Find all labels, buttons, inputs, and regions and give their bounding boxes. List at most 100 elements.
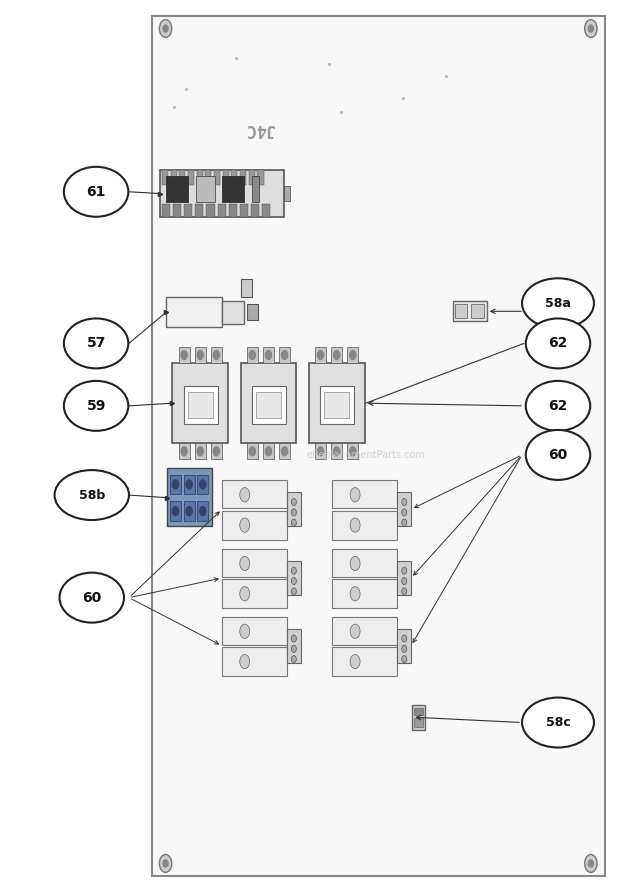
- Bar: [397, 629, 411, 663]
- Bar: [397, 561, 411, 595]
- Circle shape: [281, 447, 288, 456]
- Bar: [184, 475, 195, 494]
- Bar: [222, 480, 287, 508]
- Bar: [453, 301, 487, 321]
- Circle shape: [402, 577, 407, 584]
- Circle shape: [317, 351, 324, 359]
- Text: 62: 62: [548, 399, 568, 413]
- Ellipse shape: [64, 381, 128, 431]
- Bar: [414, 718, 423, 727]
- Ellipse shape: [64, 167, 128, 217]
- Circle shape: [240, 488, 250, 502]
- Bar: [262, 204, 270, 217]
- Circle shape: [240, 557, 250, 571]
- Circle shape: [350, 557, 360, 571]
- Circle shape: [291, 635, 296, 642]
- Bar: [315, 443, 326, 459]
- Bar: [197, 475, 208, 494]
- Circle shape: [197, 351, 203, 359]
- Circle shape: [334, 447, 340, 456]
- Circle shape: [402, 508, 407, 516]
- Bar: [252, 176, 259, 202]
- Bar: [184, 204, 192, 217]
- Bar: [331, 347, 342, 363]
- Bar: [240, 204, 248, 217]
- Bar: [222, 510, 287, 540]
- Text: 62: 62: [548, 336, 568, 351]
- Circle shape: [240, 518, 250, 533]
- Circle shape: [186, 480, 192, 489]
- Circle shape: [402, 588, 407, 595]
- Circle shape: [291, 577, 296, 584]
- Circle shape: [350, 655, 360, 669]
- Circle shape: [402, 499, 407, 506]
- Bar: [241, 279, 252, 297]
- Bar: [414, 708, 423, 715]
- Circle shape: [249, 351, 255, 359]
- Circle shape: [291, 645, 296, 652]
- Bar: [324, 392, 349, 418]
- Circle shape: [213, 447, 219, 456]
- Bar: [251, 204, 259, 217]
- Circle shape: [291, 588, 296, 595]
- Circle shape: [249, 447, 255, 456]
- Circle shape: [172, 507, 179, 516]
- Bar: [222, 647, 287, 676]
- Bar: [249, 170, 255, 185]
- Bar: [222, 549, 287, 577]
- Bar: [196, 176, 215, 202]
- Text: 58c: 58c: [546, 716, 570, 729]
- Circle shape: [200, 507, 206, 516]
- Bar: [170, 170, 177, 185]
- Bar: [397, 492, 411, 526]
- Bar: [170, 501, 181, 521]
- Circle shape: [163, 860, 168, 867]
- Bar: [247, 304, 258, 320]
- Bar: [197, 170, 203, 185]
- Bar: [247, 443, 258, 459]
- Bar: [205, 170, 211, 185]
- Circle shape: [172, 480, 179, 489]
- Circle shape: [213, 351, 219, 359]
- Bar: [320, 386, 354, 424]
- Circle shape: [588, 25, 593, 32]
- Bar: [222, 616, 287, 645]
- Circle shape: [585, 20, 597, 37]
- Circle shape: [200, 480, 206, 489]
- Bar: [315, 347, 326, 363]
- Bar: [222, 176, 244, 202]
- Bar: [206, 204, 215, 217]
- Circle shape: [585, 855, 597, 872]
- Bar: [197, 501, 208, 521]
- Circle shape: [350, 351, 356, 359]
- Bar: [332, 549, 397, 577]
- Bar: [173, 204, 181, 217]
- Bar: [222, 301, 244, 324]
- Bar: [309, 363, 365, 443]
- Circle shape: [402, 635, 407, 642]
- Circle shape: [291, 567, 296, 574]
- Circle shape: [291, 519, 296, 526]
- Bar: [223, 170, 229, 185]
- Bar: [166, 297, 222, 327]
- Bar: [229, 204, 237, 217]
- Circle shape: [197, 447, 203, 456]
- Circle shape: [317, 447, 324, 456]
- Text: 60: 60: [548, 448, 568, 462]
- Circle shape: [240, 587, 250, 601]
- Bar: [279, 347, 290, 363]
- Circle shape: [350, 447, 356, 456]
- Circle shape: [291, 499, 296, 506]
- Ellipse shape: [526, 381, 590, 431]
- Bar: [332, 647, 397, 676]
- Ellipse shape: [522, 278, 594, 328]
- Bar: [332, 616, 397, 645]
- Bar: [162, 170, 168, 185]
- Bar: [287, 492, 301, 526]
- Bar: [214, 170, 220, 185]
- Circle shape: [402, 519, 407, 526]
- Bar: [211, 443, 222, 459]
- Bar: [263, 347, 274, 363]
- Circle shape: [281, 351, 288, 359]
- Bar: [184, 501, 195, 521]
